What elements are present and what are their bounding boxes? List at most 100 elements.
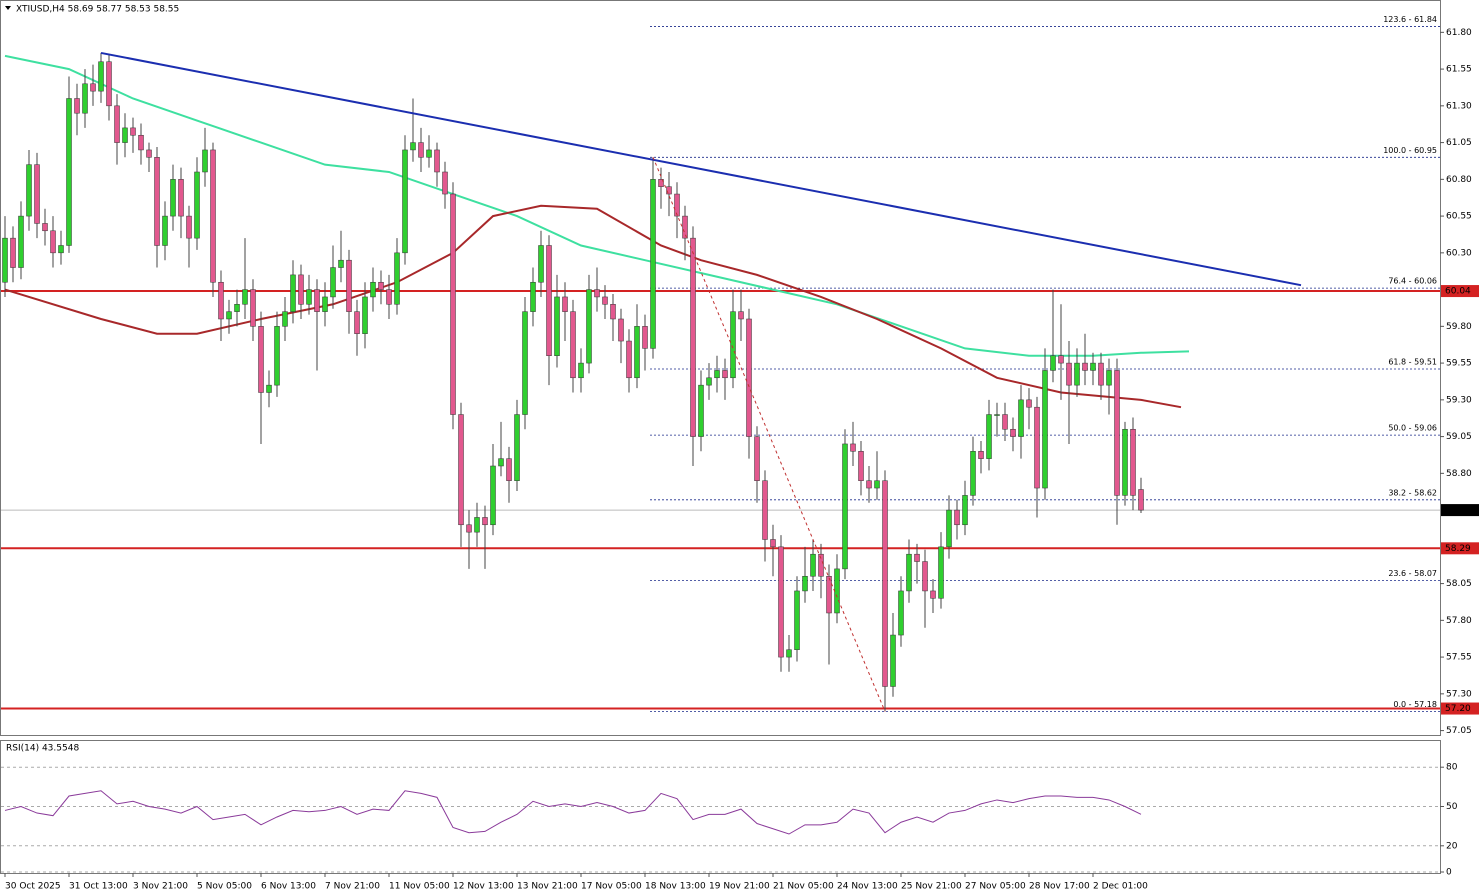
candle-body (674, 193, 680, 217)
candle-body (994, 414, 1000, 416)
candle-body (450, 193, 456, 415)
rsi-tick-label: 20 (1446, 841, 1458, 851)
level-label: 57.20 (1445, 704, 1471, 714)
candle-body (1090, 362, 1096, 371)
candle-body (346, 259, 352, 312)
candle-body (970, 451, 976, 496)
candle-body (938, 546, 944, 599)
y-tick-label: 60.55 (1446, 212, 1472, 222)
candle-body (546, 245, 552, 356)
fib-label: 76.4 - 60.06 (1388, 277, 1437, 286)
x-tick-label: 21 Nov 05:00 (773, 882, 834, 892)
candle-body (514, 414, 520, 481)
fib-trend (652, 157, 886, 712)
moving-average (4, 54, 1190, 357)
candle-body (146, 149, 152, 158)
candle-body (1034, 406, 1040, 489)
level-box (1441, 285, 1479, 298)
candle-body (170, 179, 176, 217)
candle-body (666, 186, 672, 195)
price-pane (0, 0, 1441, 736)
candle-body (946, 509, 952, 548)
candle-body (98, 61, 104, 92)
candle-body (154, 157, 160, 246)
fib-label: 50.0 - 59.06 (1388, 424, 1437, 433)
candle-body (58, 245, 64, 254)
candle-body (66, 98, 72, 246)
candle-body (2, 237, 8, 283)
candle-body (426, 149, 432, 158)
candle-body (1066, 362, 1072, 386)
candle-body (658, 179, 664, 187)
candle-body (18, 215, 24, 268)
y-tick-label: 61.05 (1446, 138, 1472, 148)
y-tick-label: 58.80 (1446, 469, 1472, 479)
candle-body (722, 370, 728, 379)
candle-body (378, 281, 384, 290)
moving-average (4, 204, 1182, 409)
x-tick-label: 18 Nov 13:00 (645, 882, 706, 892)
candle-body (1074, 362, 1080, 386)
candle-body (642, 326, 648, 349)
candle-body (1098, 362, 1104, 386)
y-tick-label: 57.80 (1446, 616, 1472, 626)
y-tick-label: 61.55 (1446, 65, 1472, 75)
candle-body (106, 61, 112, 107)
candle-body (610, 304, 616, 320)
candle-body (802, 575, 808, 592)
x-tick-label: 19 Nov 21:00 (709, 882, 770, 892)
candle-body (890, 634, 896, 687)
y-tick-label: 59.05 (1446, 432, 1472, 442)
candle-body (186, 215, 192, 239)
candle-body (258, 326, 264, 393)
x-tick-label: 28 Nov 17:00 (1029, 882, 1090, 892)
fib-label: 0.0 - 57.18 (1393, 700, 1437, 709)
candle-body (402, 149, 408, 254)
candle-body (82, 83, 88, 114)
candle-body (482, 517, 488, 526)
candle-body (770, 539, 776, 548)
candle-body (962, 495, 968, 526)
fib-label: 23.6 - 58.07 (1388, 569, 1437, 578)
y-tick-label: 61.30 (1446, 101, 1472, 111)
fib-label: 38.2 - 58.62 (1388, 488, 1437, 497)
rsi-tick-label: 0 (1446, 868, 1452, 878)
level-box (1441, 542, 1479, 555)
candle-body (578, 362, 584, 379)
candle-body (162, 215, 168, 246)
candle-body (794, 590, 800, 650)
candle-body (490, 465, 496, 526)
candle-body (74, 98, 80, 114)
candle-body (1114, 370, 1120, 496)
rsi-line (4, 790, 1142, 835)
rsi-tick-label: 80 (1446, 763, 1458, 773)
symbol-header: XTIUSD,H4 58.69 58.77 58.53 58.55 (16, 5, 179, 15)
candle-body (290, 274, 296, 312)
candle-body (234, 304, 240, 312)
candle-body (586, 289, 592, 364)
candle-body (370, 281, 376, 298)
candle-body (554, 296, 560, 356)
candle-body (114, 105, 120, 143)
candle-body (1010, 428, 1016, 437)
candle-body (754, 436, 760, 481)
candle-body (1122, 428, 1128, 496)
candle-body (242, 289, 248, 305)
y-tick-label: 58.05 (1446, 579, 1472, 589)
candle-body (330, 267, 336, 298)
y-tick-label: 57.55 (1446, 653, 1472, 663)
candle-body (850, 443, 856, 452)
candle-body (810, 553, 816, 577)
candle-body (1082, 362, 1088, 371)
candle-body (842, 443, 848, 570)
x-tick-label: 31 Oct 13:00 (69, 882, 128, 892)
candle-body (442, 171, 448, 195)
fib-label: 123.6 - 61.84 (1383, 15, 1437, 24)
candle-body (282, 311, 288, 327)
candle-body (834, 568, 840, 614)
candle-body (570, 311, 576, 379)
candle-body (634, 326, 640, 379)
candle-body (522, 311, 528, 415)
candle-body (386, 289, 392, 305)
fib-label: 61.8 - 59.51 (1388, 357, 1437, 366)
